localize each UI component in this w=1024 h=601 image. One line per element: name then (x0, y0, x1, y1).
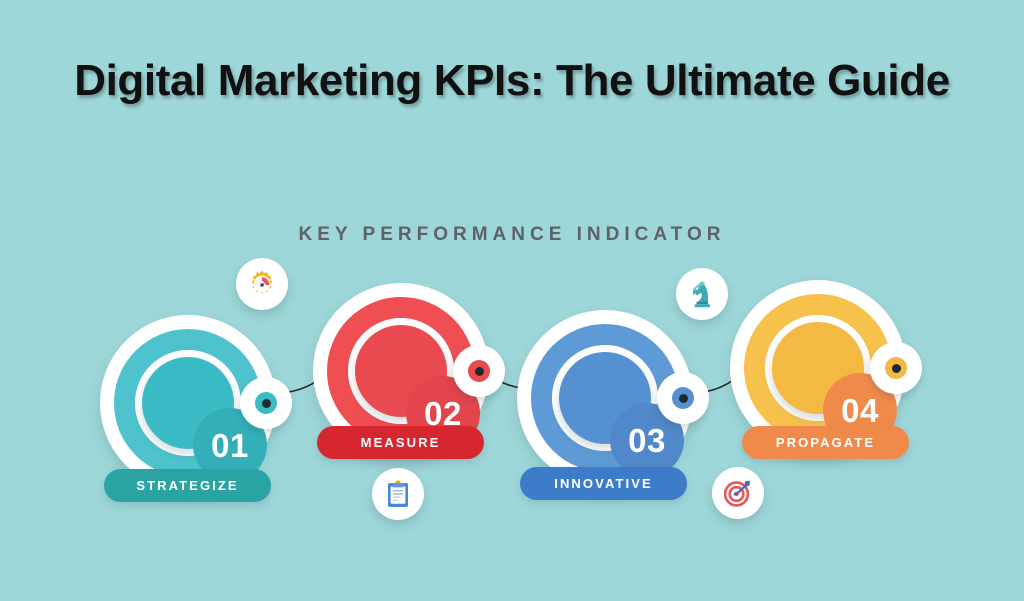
step-label-propagate[interactable]: PROPAGATE (742, 426, 909, 459)
step-label-strategize[interactable]: STRATEGIZE (104, 469, 271, 502)
knob-ring (885, 357, 907, 379)
step-number: 04 (841, 391, 879, 429)
inner-disc: 02 (355, 325, 480, 450)
connector-node-1[interactable] (240, 377, 292, 429)
page-title: Digital Marketing KPIs: The Ultimate Gui… (74, 56, 950, 105)
knob-ring (672, 387, 694, 409)
step-number: 02 (424, 394, 462, 432)
subtitle: KEY PERFORMANCE INDICATOR (298, 224, 726, 245)
step-label-innovative[interactable]: INNOVATIVE (520, 467, 687, 500)
knob-dot (678, 393, 688, 403)
chess-knight-icon (676, 268, 728, 320)
step-card-1[interactable]: 01 (100, 315, 292, 491)
step-number: 03 (628, 421, 666, 459)
gap-ring (552, 345, 658, 451)
step-3-rings: 03 (517, 310, 709, 486)
target-dart-icon (712, 467, 764, 519)
knob-dot (891, 363, 901, 373)
gap-ring (135, 350, 241, 456)
step-card-3[interactable]: 03 (517, 310, 709, 486)
gap-ring (765, 315, 871, 421)
gap-ring (348, 318, 454, 424)
step-1-rings: 01 (100, 315, 292, 491)
connector-node-2[interactable] (453, 345, 505, 397)
inner-disc: 03 (559, 352, 684, 477)
connector-node-4[interactable] (870, 342, 922, 394)
knob-ring (255, 392, 277, 414)
connector-node-3[interactable] (657, 372, 709, 424)
knob-dot (474, 366, 484, 376)
clipboard-icon (372, 468, 424, 520)
step-number: 01 (211, 426, 249, 464)
inner-disc: 04 (772, 322, 897, 447)
knob-ring (468, 360, 490, 382)
inner-disc: 01 (142, 357, 267, 482)
gear-gauge-icon (236, 258, 288, 310)
step-label-measure[interactable]: MEASURE (317, 426, 484, 459)
knob-dot (261, 398, 271, 408)
